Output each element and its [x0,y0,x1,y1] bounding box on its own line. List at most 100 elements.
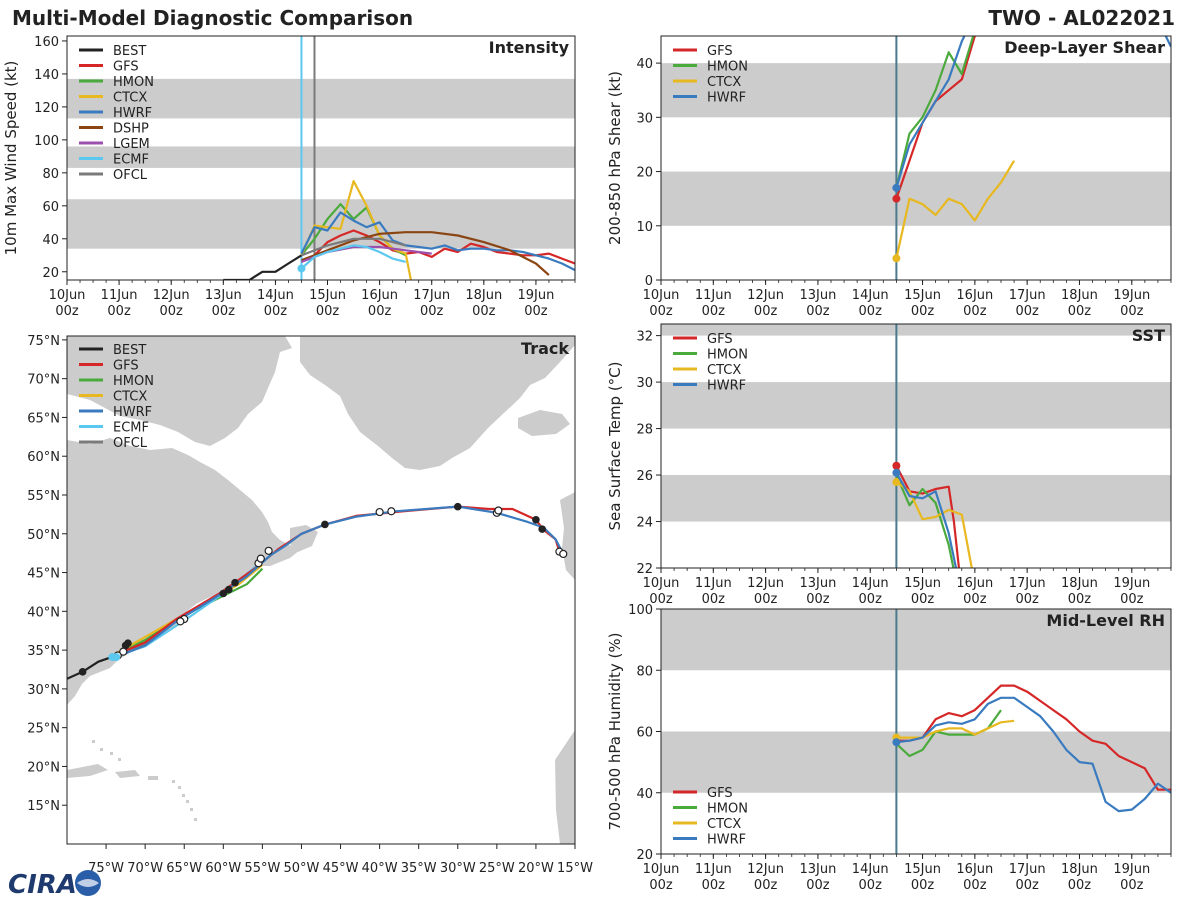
sst-legend-label-hwrf: HWRF [707,379,746,394]
sst-xtick-label: 17Jun [1009,576,1046,591]
track-ytick-label: 65°N [27,411,60,426]
track-xtick-label: 70°W [127,861,163,876]
track-xtick-label: 35°W [401,861,437,876]
track-xtick-label: 50°W [284,861,320,876]
track-ytick-label: 15°N [27,799,60,814]
shear-xtick-label: 00z [911,304,935,319]
rh-band [661,609,1171,671]
sst-xtick-label: 00z [806,592,830,607]
rh-xtick-label: 14Jun [852,862,889,877]
intensity-xtick-label: 16Jun [361,288,398,303]
intensity-xtick-label: 13Jun [205,288,242,303]
rh-ytick-label: 100 [628,603,653,618]
cira-logo: CIRA [8,870,101,900]
sst-xtick-label: 12Jun [747,576,784,591]
intensity-xtick-label: 00z [524,304,548,319]
intensity-line-best [223,254,303,280]
sst-xtick-label: 11Jun [695,576,732,591]
rh-xtick-label: 00z [1068,878,1092,893]
track-legend-label-best: BEST [113,343,146,358]
shear-xtick-label: 13Jun [799,288,836,303]
rh-title: Mid-Level RH [1046,611,1165,630]
track-ytick-label: 35°N [27,644,60,659]
track-ytick-label: 30°N [27,683,60,698]
track-marker-open [387,507,396,516]
rh-xtick-label: 00z [649,878,673,893]
sst-xtick-label: 16Jun [956,576,993,591]
track-panel: 75°W 70°W 65°W 60°W 55°W 50°W 45°W 40°W 35°W 30°W… [27,334,593,876]
figure-title: Multi-Model Diagnostic Comparison [12,6,413,30]
intensity-xtick-label: 10Jun [49,288,86,303]
intensity-start-dot-ecmf [297,264,306,273]
intensity-ytick-label: 120 [34,101,59,116]
shear-line-hwrf [895,36,966,189]
track-legend-label-ofcl: OFCL [113,436,148,451]
rh-line-ctcx [896,719,1015,739]
globe-swirl [77,879,99,887]
sst-xtick-label: 00z [911,592,935,607]
intensity-ytick-label: 60 [42,200,59,215]
track-legend-label-hwrf: HWRF [113,405,152,420]
track-marker-filled [224,585,233,594]
intensity-legend-label-ecmf: ECMF [113,153,149,168]
sst-xtick-label: 00z [963,592,987,607]
intensity-xtick-label: 18Jun [465,288,502,303]
land-iceland [518,410,570,436]
intensity-legend-label-lgem: LGEM [113,137,150,152]
sst-xtick-label: 00z [649,592,673,607]
intensity-line-ctcx [300,180,412,280]
shear-legend-label-hmon: HMON [707,60,748,75]
rh-legend-label-ctcx: CTCX [707,817,741,832]
rh-xtick-label: 16Jun [956,862,993,877]
rh-xtick-label: 00z [1015,878,1039,893]
shear-xtick-label: 16Jun [956,288,993,303]
sst-start-dot-gfs [892,461,901,470]
rh-frame [660,608,1172,855]
intensity-xtick-label: 17Jun [413,288,450,303]
shear-xtick-label: 18Jun [1061,288,1098,303]
intensity-title: Intensity [489,38,570,57]
intensity-ytick-label: 140 [34,68,59,83]
shear-xtick-label: 00z [1015,304,1039,319]
track-line-best [67,655,115,680]
sst-ytick-label: 32 [636,330,653,345]
intensity-line-hwrf [300,211,575,272]
track-marker-filled [453,502,462,511]
rh-xtick-label: 00z [1120,878,1144,893]
track-marker-filled [321,520,329,529]
rh-ytick-label: 80 [636,664,653,679]
sst-xtick-label: 10Jun [643,576,680,591]
sst-xtick-label: 00z [754,592,778,607]
track-xtick-label: 25°W [479,861,515,876]
shear-ytick-label: 20 [636,166,653,181]
rh-ytick-label: 40 [636,787,653,802]
sst-ytick-label: 28 [636,423,653,438]
sst-xtick-label: 00z [859,592,883,607]
shear-xtick-label: 00z [806,304,830,319]
track-ytick-label: 45°N [27,567,60,582]
track-marker-filled [532,516,540,524]
shear-xtick-label: 00z [963,304,987,319]
rh-xtick-label: 10Jun [643,862,680,877]
track-xtick-label: 30°W [440,861,476,876]
intensity-ylabel: 10m Max Wind Speed (kt) [2,61,20,256]
track-marker-filled [78,668,87,676]
shear-panel: 10Jun00z11Jun00z12Jun00z13Jun00z14Jun00z… [606,35,1172,319]
rh-xtick-label: 00z [859,878,883,893]
track-marker-open [256,554,265,563]
sst-band [661,382,1171,429]
track-marker-open [264,546,273,555]
intensity-ytick-label: 20 [42,266,59,281]
rh-xtick-label: 15Jun [904,862,941,877]
rh-legend-label-gfs: GFS [707,786,733,801]
intensity-series-group [223,180,575,280]
intensity-legend-label-ofcl: OFCL [113,168,148,183]
intensity-line-ofcl [301,237,406,257]
rh-xtick-label: 12Jun [747,862,784,877]
track-xtick-label: 45°W [323,861,359,876]
shear-xtick-label: 00z [1120,304,1144,319]
sst-legend-label-hmon: HMON [707,348,748,363]
track-axes: 75°W 70°W 65°W 60°W 55°W 50°W 45°W 40°W 35°W 30°W… [27,334,593,876]
rh-line-hwrf [896,696,1171,813]
